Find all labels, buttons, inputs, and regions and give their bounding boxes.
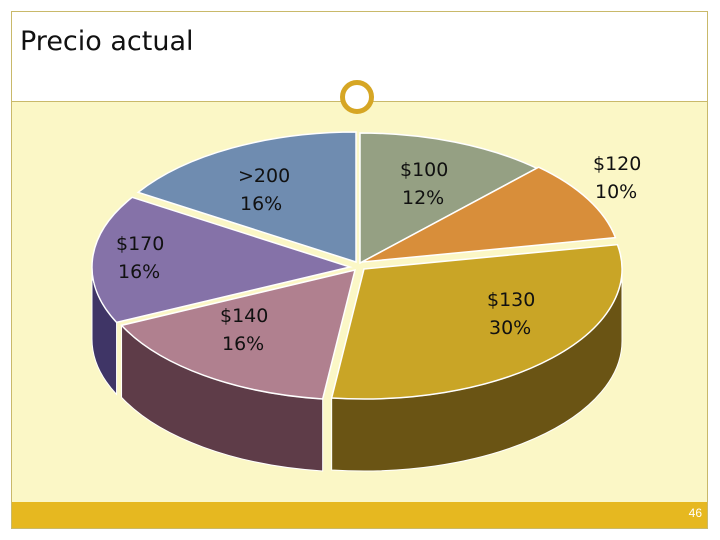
slice-percent-label: 16%	[222, 333, 264, 355]
ring-ornament-icon	[340, 80, 374, 114]
pie-slice-140	[120, 268, 357, 400]
pie-slice-130	[330, 243, 623, 400]
slice-percent-label: 30%	[489, 317, 531, 339]
pie-slice-100	[359, 132, 539, 265]
slice-category-label: >200	[238, 165, 290, 187]
pie-top-layer	[91, 131, 623, 400]
slice-category-label: $130	[487, 289, 535, 311]
pie-slice-200	[136, 131, 357, 264]
pie-labels: $100 12% $120 10% $130 30% $140 16% $170 16% >200 1…	[116, 153, 641, 355]
slice-category-label: $100	[400, 159, 448, 181]
slide-number: 46	[688, 506, 702, 520]
slice-category-label: $170	[116, 233, 164, 255]
pie-slice-120	[361, 166, 617, 263]
slice-percent-label: 12%	[402, 187, 444, 209]
slice-percent-label: 16%	[118, 261, 160, 283]
slide-title: Precio actual	[20, 26, 194, 57]
slice-category-label: $120	[593, 153, 641, 175]
slice-percent-label: 16%	[240, 193, 282, 215]
footer-bar	[12, 502, 707, 528]
slice-percent-label: 10%	[595, 181, 637, 203]
pie-slice-170	[91, 196, 353, 324]
slice-category-label: $140	[220, 305, 268, 327]
